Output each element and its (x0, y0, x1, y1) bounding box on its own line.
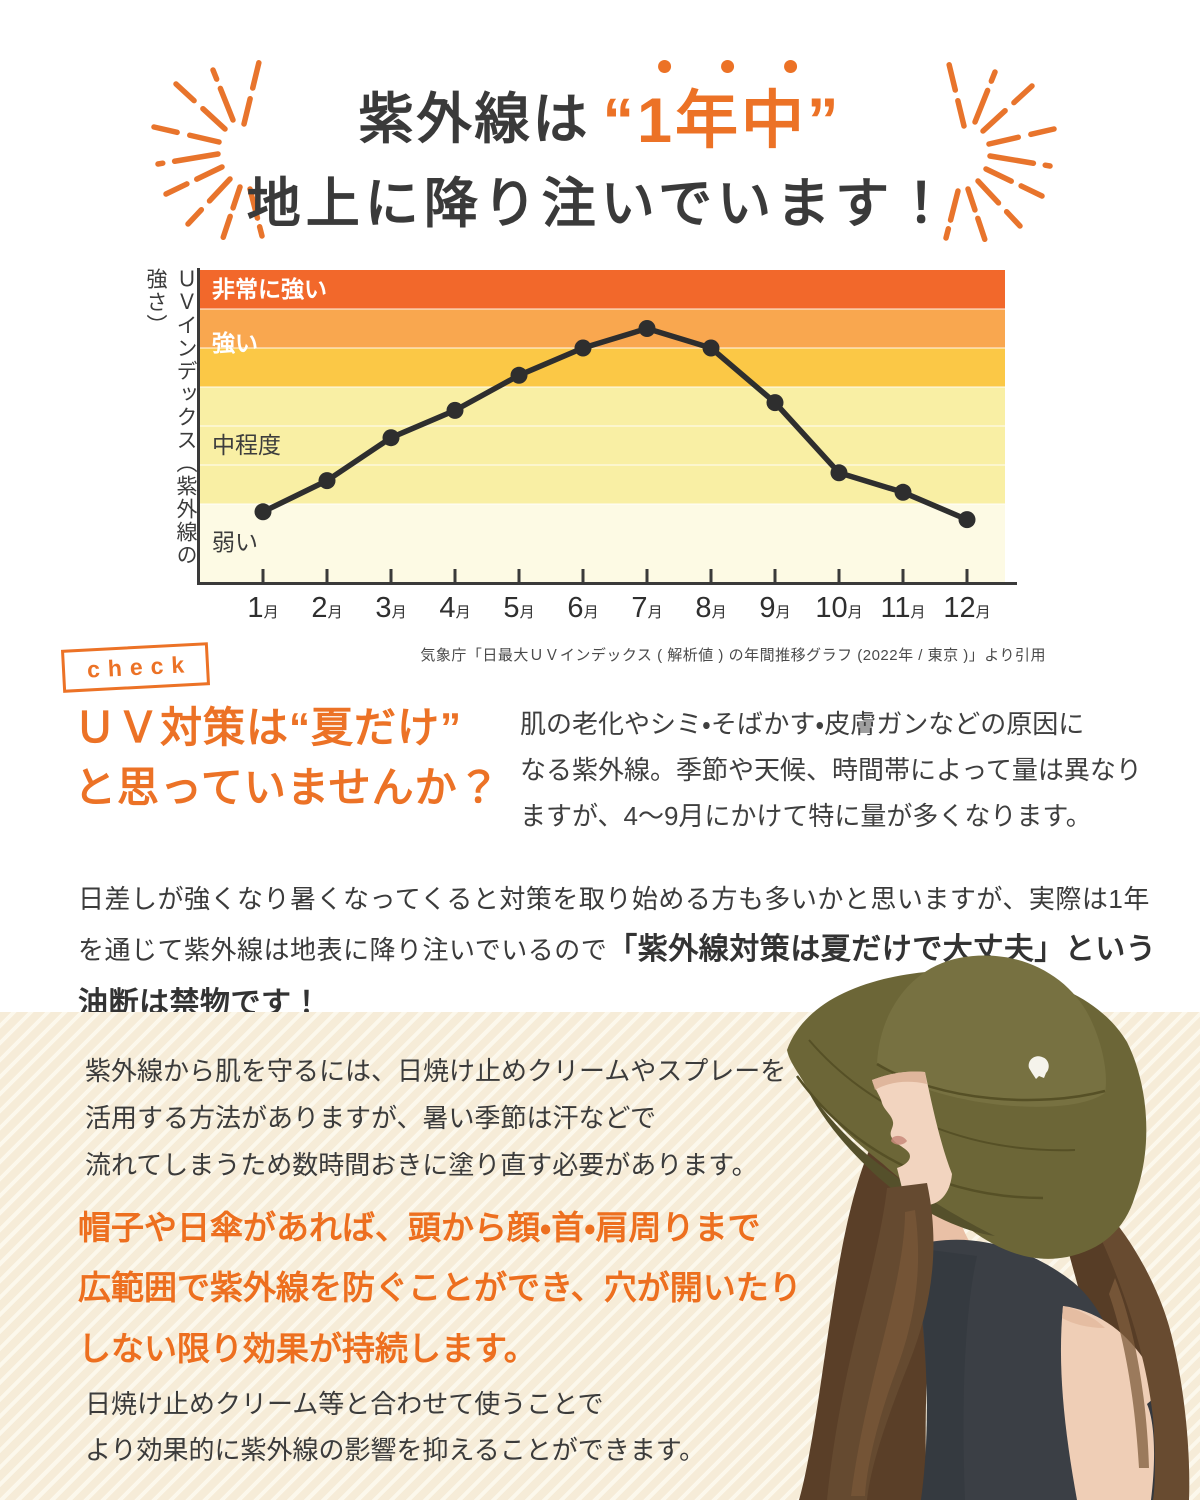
uv-protection-paragraph1: 紫外線から肌を守るには、日焼け止めクリームやスプレーを 活用する方法がありますが… (85, 1056, 787, 1180)
title-line1-prefix: 紫外線は (358, 88, 591, 150)
band-label: 弱い (212, 529, 258, 555)
emphasis-dots-decoration (658, 60, 798, 73)
band-label: 非常に強い (212, 275, 327, 302)
x-axis-month-label: 2月 (311, 592, 343, 624)
x-axis-month-label: 6月 (567, 592, 599, 624)
sunburst-left-decoration (151, 55, 265, 241)
check-heading: ＵＶ対策は“夏だけ” と思っていませんか？ (74, 704, 501, 811)
chart-source-citation: 気象庁「日最大ＵＶインデックス ( 解析値 ) の年間推移グラフ (2022年 … (420, 647, 1046, 664)
uv-chart-plot-area: 非常に強い強い中程度弱い (200, 270, 1005, 582)
chart-y-axis-line (197, 268, 200, 585)
hat-charm (1028, 1056, 1049, 1079)
x-axis-month-label: 7月 (631, 592, 663, 624)
sunburst-right-decoration (943, 57, 1057, 243)
title-line2: 地上に降り注いでいます！ (246, 174, 954, 234)
x-axis-month-label: 4月 (439, 592, 471, 624)
x-axis-month-label: 12月 (943, 592, 991, 624)
chart-x-axis-line (197, 582, 1017, 585)
mid-paragraph-normal: 日差しが強くなり暑くなってくると対策を取り始める方も多いかと思いますが、実際は1… (78, 884, 1150, 965)
band-label: 強い (212, 330, 258, 357)
band-label: 中程度 (212, 431, 281, 458)
x-axis-month-label: 11月 (880, 592, 926, 624)
title-highlight-text: “1年中” (602, 86, 842, 156)
x-axis-month-label: 10月 (815, 592, 863, 624)
check-badge: check (60, 642, 211, 693)
x-axis-month-label: 9月 (759, 592, 791, 624)
x-axis-month-label: 5月 (503, 592, 535, 624)
x-axis-month-label: 1月 (247, 592, 279, 624)
uv-protection-highlight: 帽子や日傘があれば、頭から顔・首・肩周りまで 広範囲で紫外線を防ぐことができ、穴… (78, 1209, 802, 1367)
chart-y-axis-label: ＵＶインデックス（紫外線の強さ） (144, 268, 197, 567)
x-axis-month-label: 3月 (375, 592, 407, 624)
model-photo-woman-with-hat (787, 955, 1190, 1500)
page-title: 紫外線は “1年中” 地上に降り注いでいます！ (0, 60, 1200, 234)
title-highlight-1nenjuu: “1年中” (602, 60, 841, 153)
check-paragraph: 肌の老化やシミ・そばかす・皮膚ガンなどの原因に なる紫外線。季節や天候、時間帯に… (520, 709, 1142, 831)
x-axis-month-label: 8月 (695, 592, 727, 624)
uv-line-chart (200, 270, 1005, 582)
mid-paragraph: 日差しが強くなり暑くなってくると対策を取り始める方も多いかと思いますが、実際は1… (78, 876, 1158, 1031)
chart-x-axis-labels: 1月 2月 3月 4月 5月 6月 7月 8月 9月 10月 11月 12月 (200, 592, 1005, 634)
uv-protection-paragraph2: 日焼け止めクリーム等と合わせて使うことで より効果的に紫外線の影響を抑えることが… (85, 1389, 706, 1465)
title-line1: 紫外線は “1年中” (0, 60, 1200, 153)
